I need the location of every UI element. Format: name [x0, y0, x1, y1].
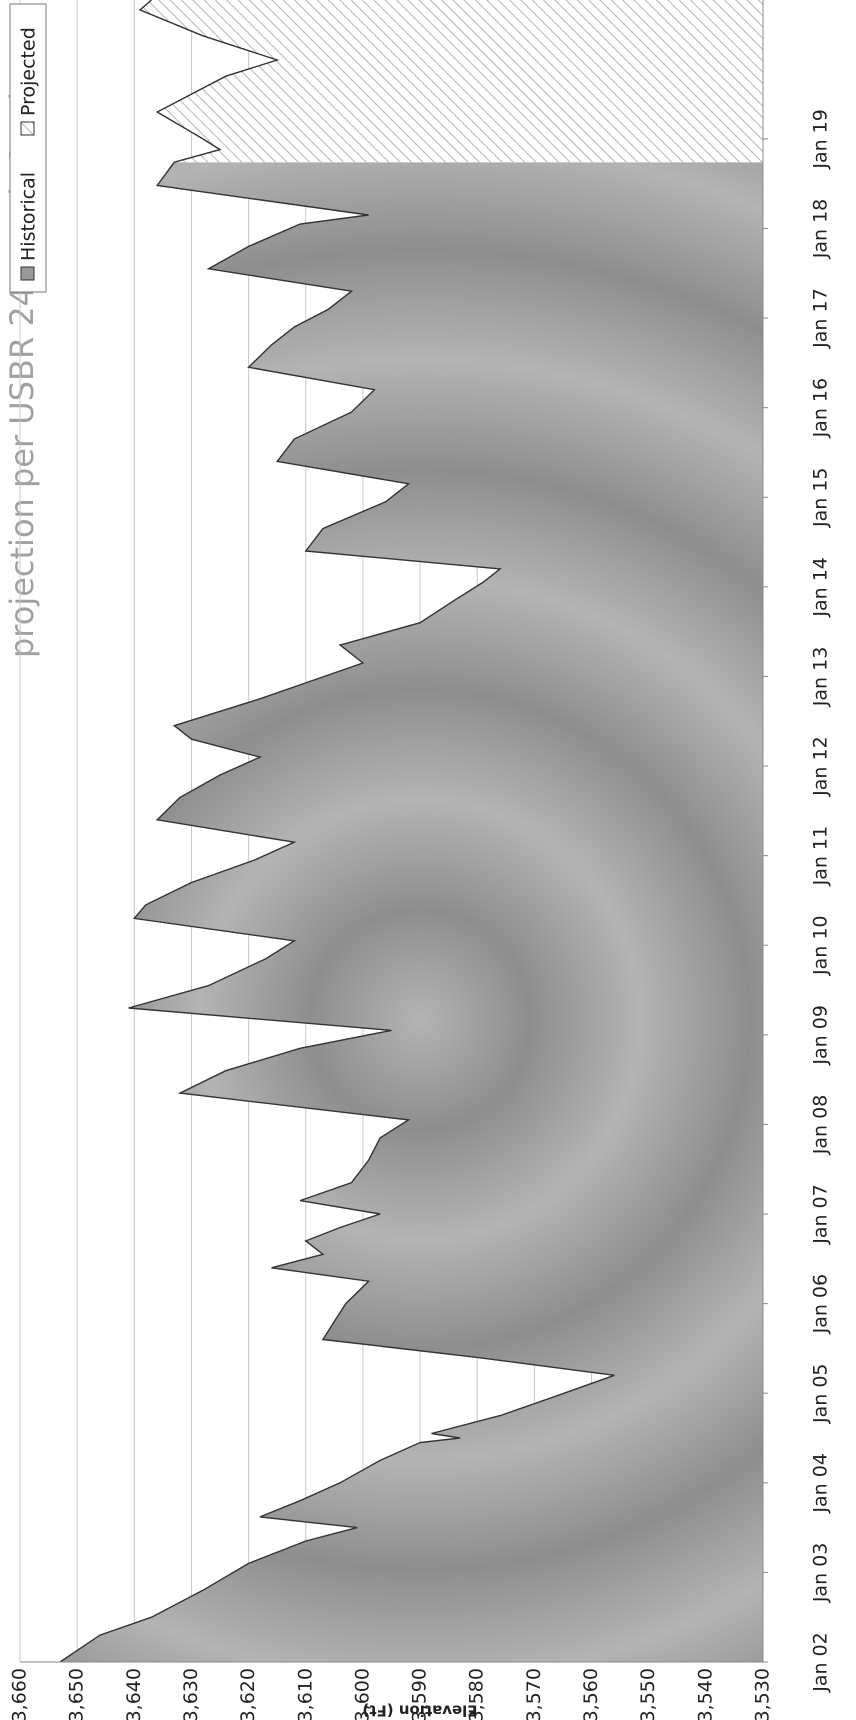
x-tick-label: Jan 19 [810, 109, 832, 170]
x-tick-label: Jan 18 [810, 199, 832, 260]
x-tick-label: Jan 13 [810, 647, 832, 708]
x-tick-label: Jan 05 [810, 1363, 832, 1424]
x-tick-label: Jan 17 [810, 288, 832, 349]
x-tick-label: Jan 08 [810, 1095, 832, 1156]
legend-label: Projected [18, 27, 40, 116]
legend-box [9, 3, 47, 293]
y-tick-label: 3,620 [237, 1668, 259, 1720]
y-tick-label: 3,660 [9, 1668, 31, 1720]
y-tick-label: 3,550 [637, 1668, 659, 1720]
y-tick-label: 3,630 [180, 1668, 202, 1720]
x-tick-label: Jan 15 [810, 467, 832, 528]
y-axis-title: Elevation (Ft) [362, 1702, 477, 1720]
line-historical [59, 161, 615, 1663]
x-tick-label: Jan 16 [810, 378, 832, 439]
x-tick-label: Jan 14 [810, 557, 832, 618]
x-tick-label: Jan 09 [810, 1005, 832, 1066]
legend-swatch [20, 121, 35, 136]
x-tick-label: Jan 10 [810, 915, 832, 976]
y-tick-label: 3,560 [580, 1668, 602, 1720]
area-historical [60, 162, 763, 1662]
y-tick-label: 3,530 [752, 1668, 774, 1720]
y-tick-label: 3,610 [294, 1668, 316, 1720]
x-tick-label: Jan 07 [810, 1184, 832, 1245]
x-tick-label: Jan 12 [810, 736, 832, 797]
y-tick-label: 3,540 [694, 1668, 716, 1720]
legend-swatch [20, 266, 35, 281]
rotated-chart: projection per USBR 24 Month Study Eleva… [3, 0, 832, 1720]
y-tick-label: 3,640 [123, 1668, 145, 1720]
legend-label: Historical [18, 172, 40, 261]
y-tick-label: 3,590 [409, 1668, 431, 1720]
y-tick-label: 3,650 [66, 1668, 88, 1720]
x-tick-label: Jan 03 [810, 1543, 832, 1604]
x-tick-label: Jan 02 [810, 1632, 832, 1693]
y-tick-label: 3,600 [351, 1668, 373, 1720]
y-tick-label: 3,580 [466, 1668, 488, 1720]
x-tick-label: Jan 06 [810, 1274, 832, 1335]
x-tick-label: Jan 04 [810, 1453, 832, 1514]
y-tick-label: 3,570 [523, 1668, 545, 1720]
area-projected [140, 0, 763, 163]
x-tick-label: Jan 11 [810, 826, 832, 887]
line-projected [138, 0, 280, 163]
